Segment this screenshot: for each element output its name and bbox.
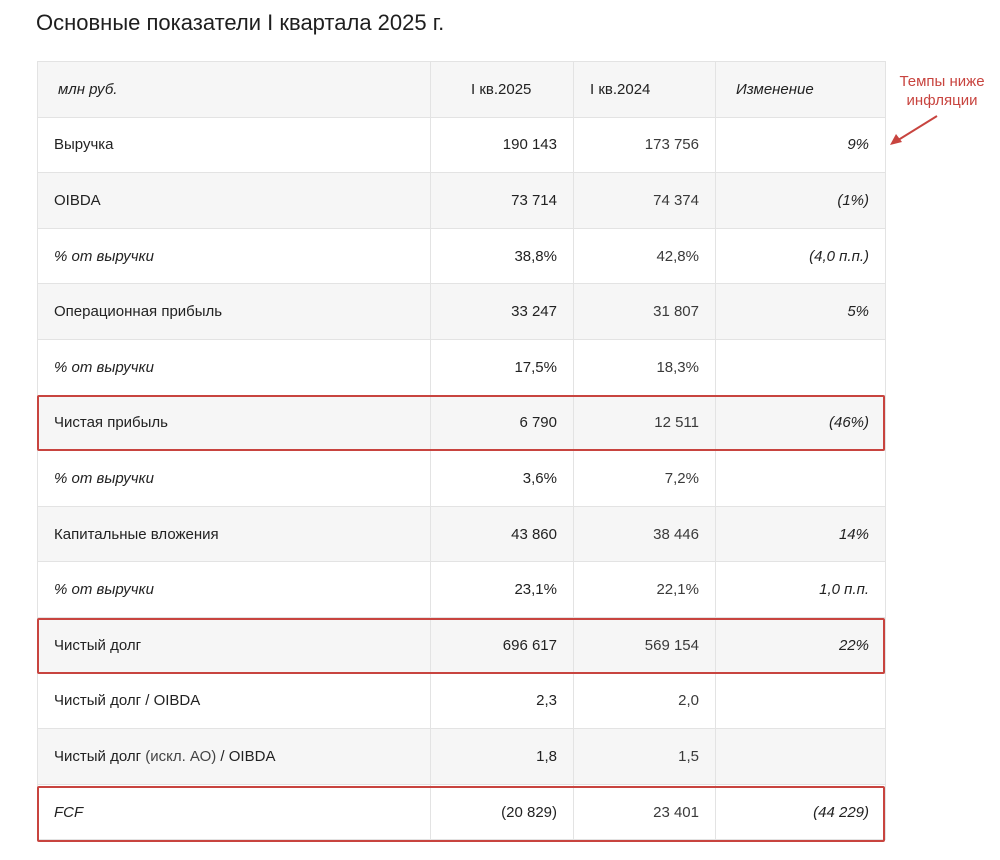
row-label: Чистый долг (искл. АО) / OIBDA	[37, 728, 431, 785]
previous-value: 42,8%	[573, 227, 716, 285]
row-label: % от выручки	[37, 338, 431, 396]
row-label: Чистая прибыль	[37, 394, 431, 452]
current-value: 6 790	[430, 394, 574, 452]
table-row: FCF (20 829) 23 401 (44 229)	[37, 783, 886, 841]
change-value: 9%	[715, 116, 886, 174]
previous-value: 173 756	[573, 116, 716, 174]
row-label: Выручка	[37, 116, 431, 174]
row-label-note: (искл. АО)	[145, 747, 217, 765]
table-header-row: млн руб. I кв.2025 I кв.2024 Изменение	[37, 61, 886, 118]
current-value: 3,6%	[430, 450, 574, 507]
header-change: Изменение	[715, 61, 886, 118]
change-value: (1%)	[715, 172, 886, 229]
current-value: 190 143	[430, 116, 574, 174]
change-value: (44 229)	[715, 783, 886, 841]
table-row: Чистый долг / OIBDA 2,3 2,0	[37, 672, 886, 730]
table-row: Операционная прибыль 33 247 31 807 5%	[37, 283, 886, 340]
table-row: Чистая прибыль 6 790 12 511 (46%)	[37, 394, 886, 452]
current-value: 43 860	[430, 505, 574, 563]
current-value: (20 829)	[430, 783, 574, 841]
current-value: 33 247	[430, 283, 574, 340]
previous-value: 1,5	[573, 728, 716, 785]
previous-value: 2,0	[573, 672, 716, 730]
previous-value: 38 446	[573, 505, 716, 563]
current-value: 696 617	[430, 616, 574, 674]
table-row: % от выручки 38,8% 42,8% (4,0 п.п.)	[37, 227, 886, 285]
row-label: % от выручки	[37, 227, 431, 285]
current-value: 2,3	[430, 672, 574, 730]
change-value: 1,0 п.п.	[715, 561, 886, 618]
annotation-line: Темпы ниже	[899, 73, 985, 90]
row-label: Чистый долг / OIBDA	[37, 672, 431, 730]
page-title: Основные показатели I квартала 2025 г.	[36, 10, 445, 35]
table-row: % от выручки 23,1% 22,1% 1,0 п.п.	[37, 561, 886, 618]
change-value	[715, 672, 886, 730]
table-row: Чистый долг 696 617 569 154 22%	[37, 616, 886, 674]
header-units: млн руб.	[37, 61, 431, 118]
change-value: (46%)	[715, 394, 886, 452]
row-label: OIBDA	[37, 172, 431, 229]
row-label: % от выручки	[37, 561, 431, 618]
previous-value: 31 807	[573, 283, 716, 340]
row-label: Чистый долг	[37, 616, 431, 674]
table-row: % от выручки 17,5% 18,3%	[37, 338, 886, 396]
annotation-line: инфляции	[906, 92, 978, 109]
header-previous-period: I кв.2024	[573, 61, 716, 118]
change-value: 22%	[715, 616, 886, 674]
previous-value: 569 154	[573, 616, 716, 674]
change-value: (4,0 п.п.)	[715, 227, 886, 285]
row-label: Операционная прибыль	[37, 283, 431, 340]
change-value	[715, 338, 886, 396]
row-label: FCF	[37, 783, 431, 841]
current-value: 1,8	[430, 728, 574, 785]
current-value: 23,1%	[430, 561, 574, 618]
table-row: % от выручки 3,6% 7,2%	[37, 450, 886, 507]
change-value: 14%	[715, 505, 886, 563]
table-row: OIBDA 73 714 74 374 (1%)	[37, 172, 886, 229]
key-metrics-table: млн руб. I кв.2025 I кв.2024 Изменение В…	[37, 61, 886, 841]
table-row: Выручка 190 143 173 756 9%	[37, 116, 886, 174]
change-value	[715, 450, 886, 507]
previous-value: 23 401	[573, 783, 716, 841]
current-value: 17,5%	[430, 338, 574, 396]
change-value	[715, 728, 886, 785]
previous-value: 74 374	[573, 172, 716, 229]
row-label-prefix: Чистый долг	[54, 747, 146, 765]
change-value: 5%	[715, 283, 886, 340]
annotation-note: Темпы ниже инфляции	[886, 72, 998, 110]
table-row: Капитальные вложения 43 860 38 446 14%	[37, 505, 886, 563]
header-current-period: I кв.2025	[430, 61, 574, 118]
previous-value: 12 511	[573, 394, 716, 452]
previous-value: 22,1%	[573, 561, 716, 618]
previous-value: 7,2%	[573, 450, 716, 507]
arrow-icon	[890, 115, 938, 145]
previous-value: 18,3%	[573, 338, 716, 396]
row-label-suffix: / OIBDA	[216, 747, 276, 765]
row-label: % от выручки	[37, 450, 431, 507]
row-label: Капитальные вложения	[37, 505, 431, 563]
table-row: Чистый долг (искл. АО) / OIBDA 1,8 1,5	[37, 728, 886, 785]
current-value: 38,8%	[430, 227, 574, 285]
current-value: 73 714	[430, 172, 574, 229]
